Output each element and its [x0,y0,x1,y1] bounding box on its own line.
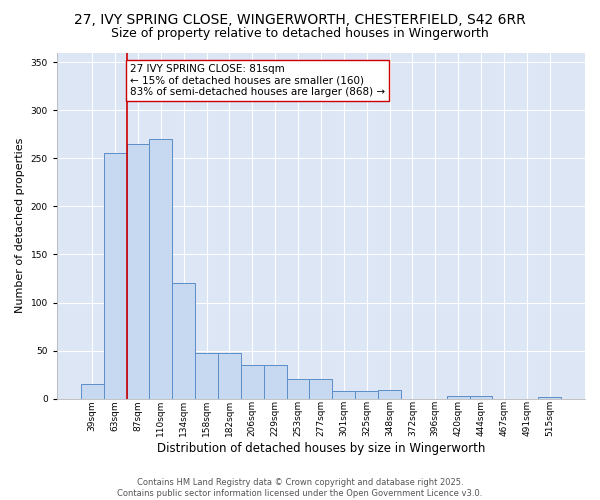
Bar [264,365,287,398]
Bar [378,390,401,398]
Bar [446,396,470,398]
Bar [81,384,104,398]
Bar [287,380,310,398]
Bar [355,391,378,398]
Text: Size of property relative to detached houses in Wingerworth: Size of property relative to detached ho… [111,28,489,40]
Bar [127,144,149,399]
Bar [104,154,127,398]
Text: Contains HM Land Registry data © Crown copyright and database right 2025.
Contai: Contains HM Land Registry data © Crown c… [118,478,482,498]
Text: 27 IVY SPRING CLOSE: 81sqm
← 15% of detached houses are smaller (160)
83% of sem: 27 IVY SPRING CLOSE: 81sqm ← 15% of deta… [130,64,385,97]
Bar [241,365,264,398]
Bar [538,397,561,398]
Bar [149,139,172,398]
Y-axis label: Number of detached properties: Number of detached properties [15,138,25,314]
X-axis label: Distribution of detached houses by size in Wingerworth: Distribution of detached houses by size … [157,442,485,455]
Bar [218,354,241,399]
Bar [310,380,332,398]
Text: 27, IVY SPRING CLOSE, WINGERWORTH, CHESTERFIELD, S42 6RR: 27, IVY SPRING CLOSE, WINGERWORTH, CHEST… [74,12,526,26]
Bar [172,284,195,399]
Bar [470,396,493,398]
Bar [195,354,218,399]
Bar [332,391,355,398]
